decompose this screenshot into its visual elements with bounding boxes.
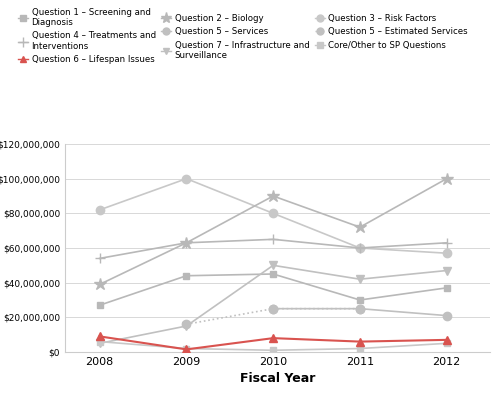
X-axis label: Fiscal Year: Fiscal Year <box>240 372 315 386</box>
Legend: Question 1 – Screening and
Diagnosis, Question 4 – Treatments and
Interventions,: Question 1 – Screening and Diagnosis, Qu… <box>14 4 471 68</box>
